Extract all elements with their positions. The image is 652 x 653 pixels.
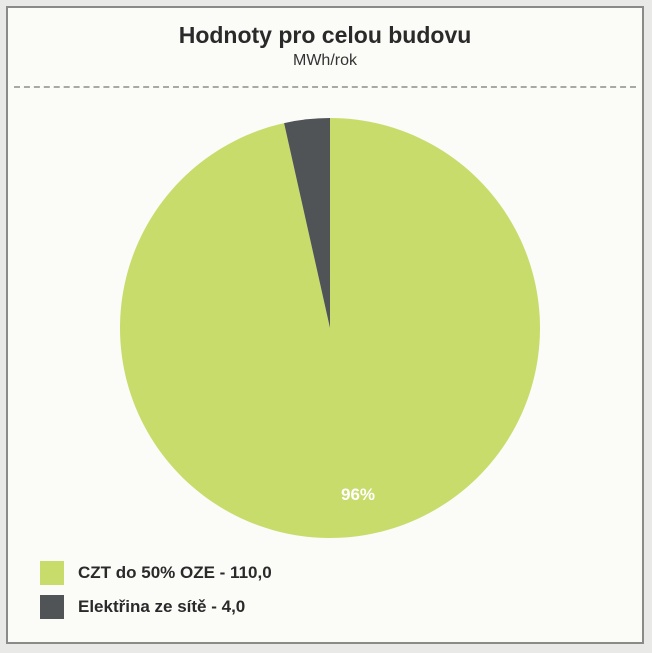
pie-slice-1	[284, 118, 330, 328]
legend-label-czt: CZT do 50% OZE - 110,0	[78, 563, 272, 582]
legend-item-elektrina: Elektřina ze sítě - 4,0	[40, 590, 272, 624]
title-divider	[14, 86, 636, 88]
pie-chart: 96%	[119, 118, 541, 538]
legend: CZT do 50% OZE - 110,0 Elektřina ze sítě…	[40, 556, 272, 624]
chart-title: Hodnoty pro celou budovu	[178, 22, 472, 48]
chart-subtitle: MWh/rok	[293, 52, 357, 69]
pie-slice-0-percent-label: 96%	[341, 485, 375, 504]
legend-swatch-elektrina	[40, 595, 64, 619]
legend-item-czt: CZT do 50% OZE - 110,0	[40, 556, 272, 590]
pie-slice-0	[119, 118, 541, 538]
legend-label-elektrina: Elektřina ze sítě - 4,0	[78, 597, 246, 616]
legend-swatch-czt	[40, 561, 64, 585]
chart-panel: Hodnoty pro celou budovu MWh/rok 96% CZT…	[6, 6, 644, 644]
